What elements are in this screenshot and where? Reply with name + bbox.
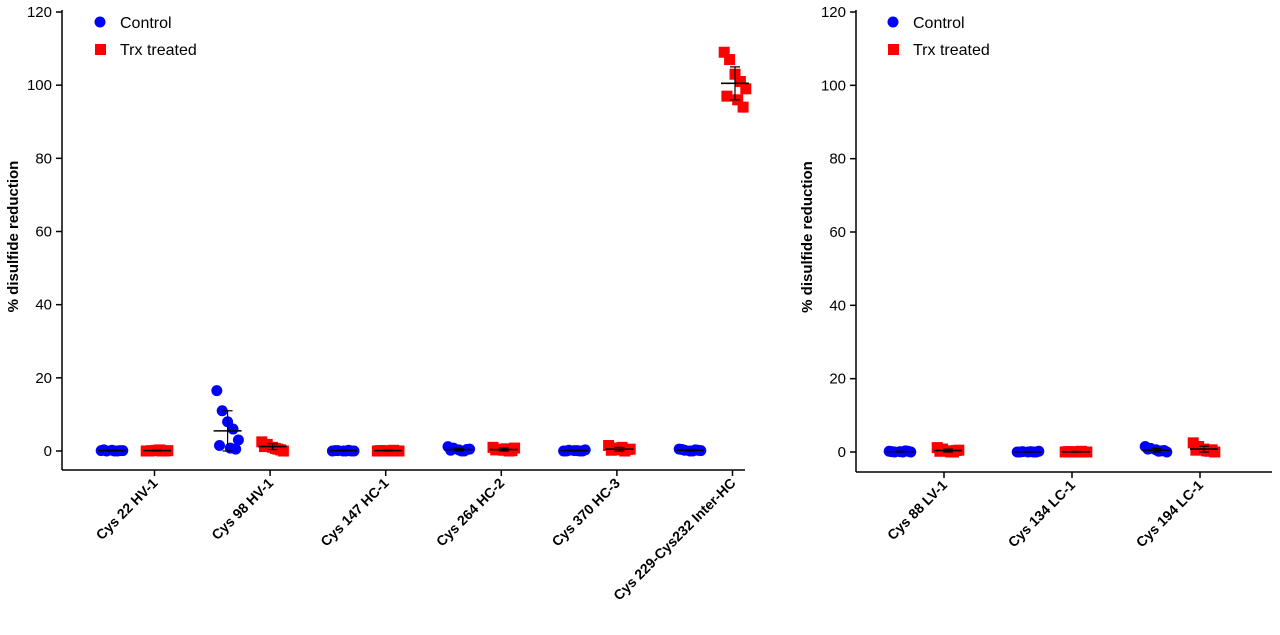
point-control-cys-98-hv-1-1 bbox=[216, 405, 228, 417]
errorbar-trx-treated-cys-370-hc-3 bbox=[605, 446, 634, 452]
y-tick-label-40: 40 bbox=[829, 297, 846, 314]
point-control-cys-98-hv-1-0 bbox=[211, 385, 223, 397]
y-tick-label-0: 0 bbox=[838, 444, 846, 461]
errorbar-trx-treated-cys-22-hv-1 bbox=[143, 449, 171, 452]
errorbar-control-cys-229-cys232-inter-hc bbox=[676, 448, 704, 452]
errorbar-control-cys-134-lc-1 bbox=[1014, 450, 1042, 453]
errorbar-control-cys-98-hv-1 bbox=[213, 410, 242, 452]
point-trx-treated-cys-229-cys232-inter-hc-3 bbox=[734, 76, 746, 88]
legend-label-trx-treated: Trx treated bbox=[913, 42, 990, 59]
errorbar-control-cys-22-hv-1 bbox=[98, 449, 126, 452]
errorbar-trx-treated-cys-147-hc-1 bbox=[374, 449, 403, 452]
point-trx-treated-cys-229-cys232-inter-hc-1 bbox=[724, 54, 736, 66]
point-trx-treated-cys-98-hv-1-7 bbox=[275, 444, 287, 456]
legend-marker-control bbox=[94, 16, 106, 28]
x-tick-label-cys-229-cys232-inter-hc: Cys 229-Cys232 Inter-HC bbox=[610, 475, 739, 604]
y-tick-label-100: 100 bbox=[821, 77, 846, 94]
errorbar-trx-treated-cys-264-hc-2 bbox=[489, 447, 518, 452]
errorbar-trx-treated-cys-98-hv-1 bbox=[258, 443, 287, 451]
point-trx-treated-cys-229-cys232-inter-hc-5 bbox=[721, 90, 733, 102]
errorbar-control-cys-264-hc-2 bbox=[444, 447, 473, 452]
y-tick-label-20: 20 bbox=[35, 370, 52, 387]
legend-marker-trx-treated bbox=[888, 44, 899, 55]
x-tick-label-cys-147-hc-1: Cys 147 HC-1 bbox=[317, 475, 392, 550]
errorbar-trx-treated-cys-88-lv-1 bbox=[934, 448, 962, 453]
y-axis-title: % disulfide reduction bbox=[5, 161, 22, 313]
y-tick-label-80: 80 bbox=[829, 151, 846, 168]
x-tick-label-cys-264-hc-2: Cys 264 HC-2 bbox=[433, 475, 508, 550]
point-control-cys-98-hv-1-3 bbox=[227, 423, 239, 435]
panel-heavy-chain: 0 20 40 60 80 100 120 % disulfide reduction Cys … bbox=[5, 4, 752, 604]
x-tick-label-cys-370-hc-3: Cys 370 HC-3 bbox=[548, 475, 623, 550]
legend-marker-control bbox=[887, 16, 899, 28]
x-tick-label-cys-98-hv-1: Cys 98 HV-1 bbox=[208, 475, 276, 543]
errorbar-control-cys-370-hc-3 bbox=[560, 449, 589, 452]
legend-label-trx-treated: Trx treated bbox=[120, 42, 197, 59]
panel-light-chain: 0 20 40 60 80 100 120 % disulfide reduction Cys … bbox=[799, 4, 1272, 550]
y-tick-label-120: 120 bbox=[821, 4, 846, 21]
point-control-cys-194-lc-1-5 bbox=[1142, 443, 1154, 455]
y-tick-label-0: 0 bbox=[44, 443, 52, 460]
point-trx-treated-cys-229-cys232-inter-hc-0 bbox=[718, 46, 730, 58]
point-trx-treated-cys-229-cys232-inter-hc-4 bbox=[740, 83, 752, 95]
y-tick-label-40: 40 bbox=[35, 297, 52, 314]
y-tick-label-80: 80 bbox=[35, 150, 52, 167]
point-control-cys-98-hv-1-5 bbox=[214, 440, 225, 452]
y-tick-label-120: 120 bbox=[27, 4, 52, 21]
y-tick-label-60: 60 bbox=[35, 224, 52, 241]
errorbar-trx-treated-cys-229-cys232-inter-hc bbox=[721, 66, 749, 101]
point-trx-treated-cys-229-cys232-inter-hc-7 bbox=[737, 101, 749, 113]
point-trx-treated-cys-370-hc-3-5 bbox=[605, 444, 617, 456]
y-tick-label-20: 20 bbox=[829, 371, 846, 388]
point-control-cys-98-hv-1-7 bbox=[230, 443, 242, 455]
x-tick-label-cys-194-lc-1: Cys 194 LC-1 bbox=[1133, 477, 1207, 551]
y-tick-label-60: 60 bbox=[829, 224, 846, 241]
y-tick-label-100: 100 bbox=[27, 77, 52, 94]
errorbar-control-cys-88-lv-1 bbox=[886, 450, 914, 453]
legend-label-control: Control bbox=[913, 15, 965, 32]
legend-marker-trx-treated bbox=[95, 44, 106, 55]
point-trx-treated-cys-194-lc-1-5 bbox=[1190, 444, 1202, 456]
point-trx-treated-cys-264-hc-2-7 bbox=[506, 445, 518, 457]
errorbar-control-cys-194-lc-1 bbox=[1142, 447, 1170, 453]
errorbar-trx-treated-cys-134-lc-1 bbox=[1062, 450, 1090, 453]
x-tick-label-cys-22-hv-1: Cys 22 HV-1 bbox=[93, 475, 161, 543]
point-control-cys-98-hv-1-4 bbox=[232, 434, 244, 446]
errorbar-trx-treated-cys-194-lc-1 bbox=[1190, 445, 1218, 453]
x-tick-label-cys-88-lv-1: Cys 88 LV-1 bbox=[884, 477, 950, 543]
y-axis-title: % disulfide reduction bbox=[799, 161, 816, 313]
errorbar-control-cys-147-hc-1 bbox=[329, 449, 358, 452]
x-tick-label-cys-134-lc-1: Cys 134 LC-1 bbox=[1005, 477, 1079, 551]
legend-label-control: Control bbox=[120, 15, 172, 32]
